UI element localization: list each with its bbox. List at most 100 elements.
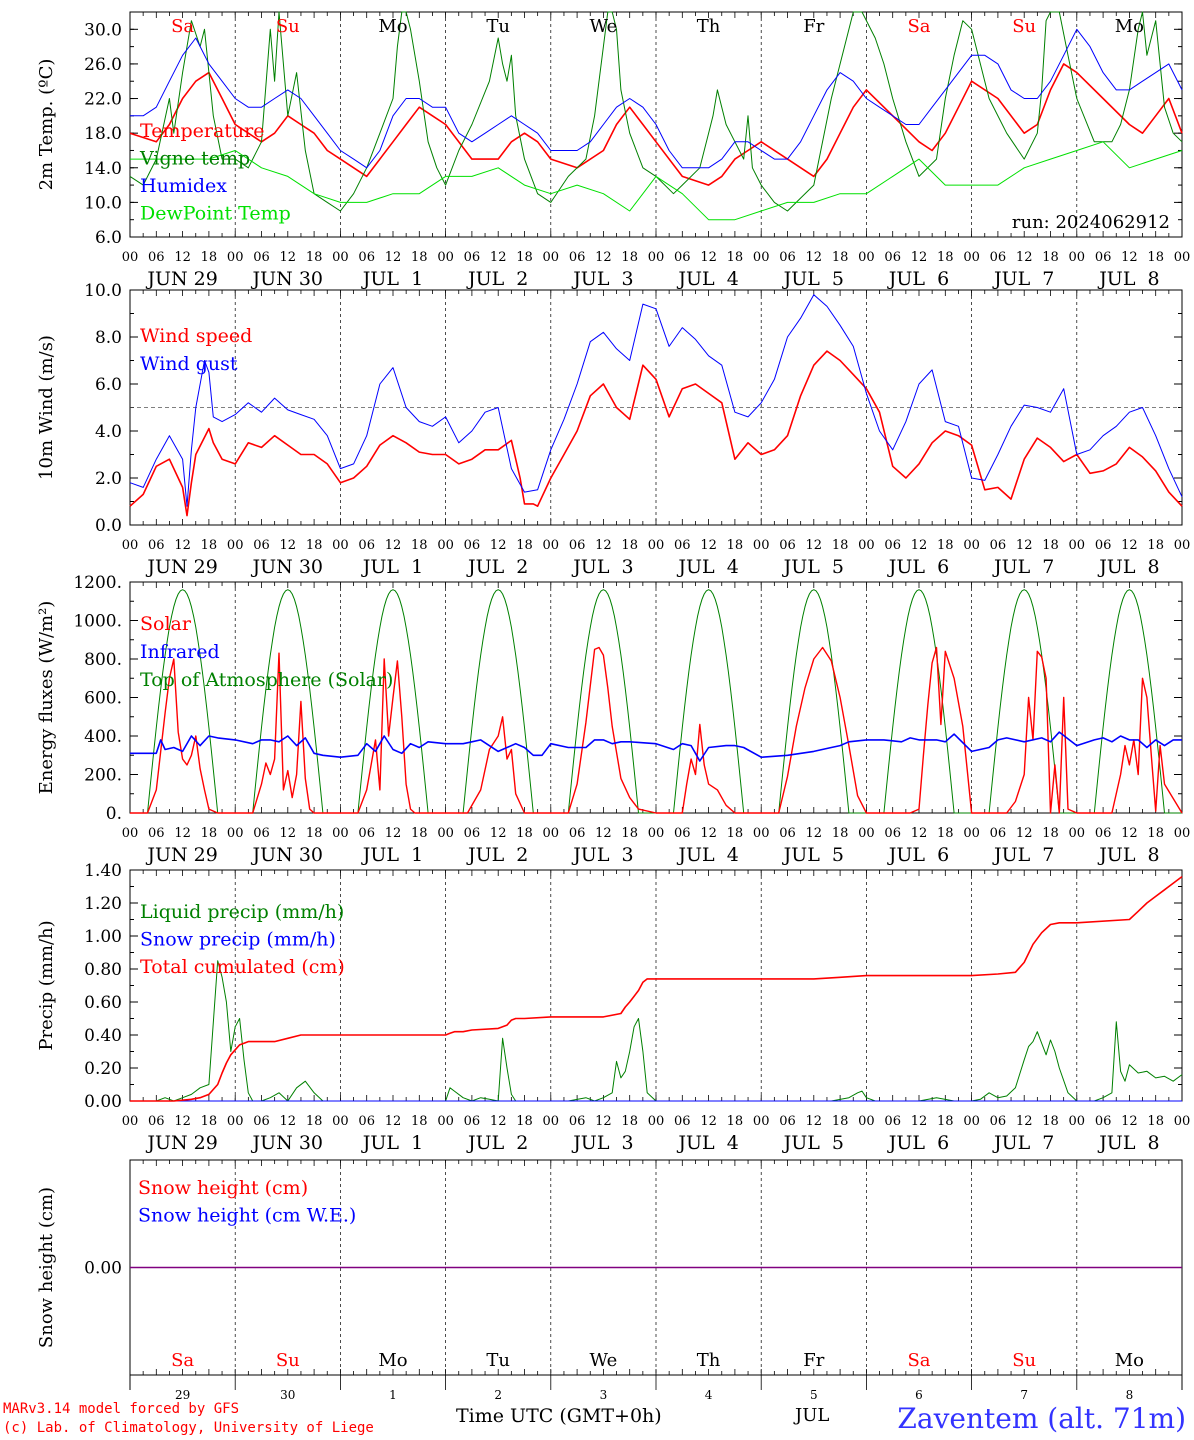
- y-tick-label: 1.20: [84, 894, 122, 914]
- hour-tick-label: 00: [1174, 250, 1191, 265]
- hour-tick-label: 18: [201, 1114, 218, 1129]
- hour-tick-label: 06: [674, 1114, 691, 1129]
- hour-tick-label: 00: [122, 826, 139, 841]
- hour-tick-label: 06: [148, 250, 165, 265]
- hour-tick-label: 18: [411, 1114, 428, 1129]
- hour-tick-label: 06: [884, 1114, 901, 1129]
- hour-tick-label: 18: [516, 538, 533, 553]
- series-line-top-of-atmosphere-solar: [130, 589, 1182, 814]
- panel-flux: 0. 200. 400. 600. 800. 1000. 1200. Energy fluxe…: [36, 573, 1190, 866]
- hour-tick-label: 06: [253, 250, 270, 265]
- hour-tick-label: 06: [464, 250, 481, 265]
- series-line-total-cumulated-cm: [130, 875, 1183, 1102]
- hour-tick-label: 18: [832, 250, 849, 265]
- hour-tick-label: 12: [280, 538, 297, 553]
- weekday-label: Sa: [171, 1350, 194, 1371]
- weekday-label: Mo: [378, 1350, 407, 1371]
- weekday-label: Su: [1012, 16, 1036, 37]
- day-label: JUL 4: [676, 268, 738, 290]
- legend-entry: Infrared: [140, 641, 220, 663]
- hour-tick-label: 06: [253, 538, 270, 553]
- weekday-label: We: [590, 1350, 618, 1371]
- legend-entry: Snow height (cm): [138, 1177, 308, 1199]
- hour-tick-label: 06: [674, 250, 691, 265]
- day-label: JUL 8: [1097, 556, 1159, 578]
- day-label: JUL 8: [1097, 844, 1159, 866]
- hour-tick-label: 06: [990, 1114, 1007, 1129]
- hour-tick-label: 12: [1016, 250, 1033, 265]
- hour-tick-label: 00: [1069, 538, 1086, 553]
- hour-tick-label: 00: [437, 826, 454, 841]
- day-number: 5: [810, 1388, 818, 1402]
- hour-tick-label: 12: [490, 826, 507, 841]
- model-credit: MARv3.14 model forced by GFS: [3, 1401, 240, 1417]
- weekday-label: Mo: [1115, 16, 1144, 37]
- day-label: JUL 7: [992, 556, 1054, 578]
- series-line-wind-speed: [129, 350, 1183, 517]
- legend-entry: Total cumulated (cm): [140, 956, 345, 978]
- hour-tick-label: 12: [385, 538, 402, 553]
- hour-tick-label: 06: [464, 1114, 481, 1129]
- hour-tick-label: 06: [779, 1114, 796, 1129]
- hour-tick-label: 00: [122, 1114, 139, 1129]
- weekday-label: Tu: [486, 16, 510, 37]
- y-axis-title: Energy fluxes (W/m²): [36, 601, 57, 795]
- day-number: 7: [1020, 1388, 1028, 1402]
- hour-tick-label: 00: [648, 826, 665, 841]
- panel-precip: 0.00 0.20 0.40 0.60 0.80 1.00 1.20 1.40 Precip (…: [36, 861, 1190, 1154]
- day-label: JUL 2: [466, 844, 528, 866]
- series-line-solar: [130, 646, 1183, 814]
- day-label: JUN 29: [145, 844, 217, 866]
- hour-tick-label: 00: [753, 1114, 770, 1129]
- y-tick-label: 0.80: [84, 960, 122, 980]
- series-line-vigne-temp: [129, 11, 1183, 212]
- series-line-liquid-precip-mm-h: [130, 960, 1183, 1102]
- hour-tick-label: 18: [937, 826, 954, 841]
- hour-tick-label: 12: [174, 1114, 191, 1129]
- hour-tick-label: 00: [543, 1114, 560, 1129]
- hour-tick-label: 18: [1147, 250, 1164, 265]
- day-label: JUL 7: [992, 844, 1054, 866]
- day-label: JUL 5: [782, 844, 844, 866]
- month-label: JUL: [795, 1405, 830, 1426]
- hour-tick-label: 00: [437, 538, 454, 553]
- station-title: Zaventem (alt. 71m): [897, 1402, 1186, 1435]
- day-label: JUN 30: [251, 844, 323, 866]
- series-line-wind-gust: [129, 294, 1183, 507]
- hour-tick-label: 18: [727, 1114, 744, 1129]
- hour-tick-label: 12: [806, 1114, 823, 1129]
- day-number: 1: [389, 1388, 397, 1402]
- hour-tick-label: 18: [832, 538, 849, 553]
- weekday-label: Fr: [803, 1350, 824, 1371]
- hour-tick-label: 06: [358, 538, 375, 553]
- day-number: 4: [705, 1388, 713, 1402]
- y-tick-label: 400.: [84, 727, 122, 747]
- day-number: 29: [175, 1388, 190, 1402]
- hour-tick-label: 12: [174, 538, 191, 553]
- hour-tick-label: 06: [1095, 1114, 1112, 1129]
- weekday-label: Su: [276, 1350, 300, 1371]
- day-label: JUL 1: [361, 268, 423, 290]
- hour-tick-label: 00: [963, 250, 980, 265]
- hour-tick-label: 06: [779, 826, 796, 841]
- hour-tick-label: 12: [490, 250, 507, 265]
- day-label: JUN 30: [251, 1132, 323, 1154]
- y-tick-label: 10.0: [84, 281, 122, 301]
- hour-tick-label: 00: [543, 538, 560, 553]
- hour-tick-label: 18: [516, 250, 533, 265]
- legend-entry: Snow height (cm W.E.): [138, 1205, 356, 1227]
- y-tick-label: 4.0: [95, 422, 122, 442]
- hour-tick-label: 12: [174, 826, 191, 841]
- day-number: 3: [600, 1388, 608, 1402]
- day-label: JUN 30: [251, 556, 323, 578]
- hour-tick-label: 18: [201, 826, 218, 841]
- hour-tick-label: 18: [621, 538, 638, 553]
- hour-tick-label: 12: [595, 826, 612, 841]
- hour-tick-label: 06: [358, 826, 375, 841]
- hour-tick-label: 06: [569, 250, 586, 265]
- legend-entry: Wind gust: [140, 353, 238, 375]
- hour-tick-label: 06: [1095, 538, 1112, 553]
- hour-tick-label: 00: [227, 1114, 244, 1129]
- y-tick-label: 600.: [84, 689, 122, 709]
